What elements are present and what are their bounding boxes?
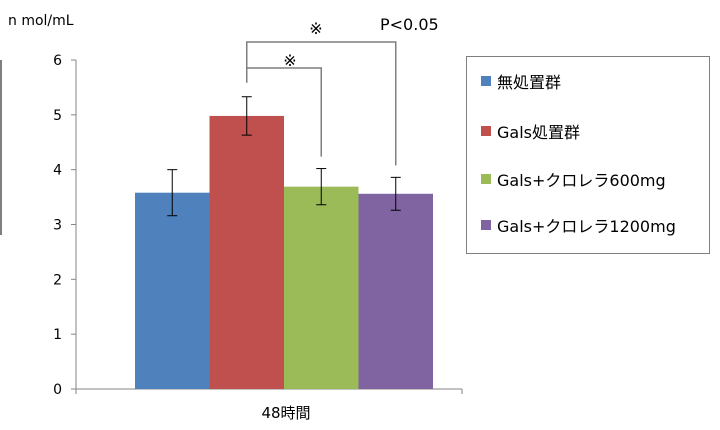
y-unit-label: n mol/mL <box>8 13 74 29</box>
bracket-outer <box>246 41 397 166</box>
legend-swatch <box>481 126 491 136</box>
y-tick-label: 3 <box>53 218 62 234</box>
y-tick-label: 4 <box>53 163 62 179</box>
chart-error-bars <box>167 96 401 217</box>
legend-item-untreated: 無処置群 <box>481 71 562 92</box>
bar <box>284 186 359 389</box>
legend-label: Gals+クロレラ1200mg <box>497 217 676 236</box>
y-tick-label: 1 <box>53 327 62 343</box>
legend-swatch <box>481 220 491 230</box>
y-tick-label: 0 <box>53 382 62 398</box>
legend-label: Gals+クロレラ600mg <box>497 171 666 190</box>
legend-label: 無処置群 <box>497 73 562 92</box>
legend-label: Gals処置群 <box>497 123 580 142</box>
left-border-fragment <box>0 60 2 235</box>
p-value-label: P<0.05 <box>380 15 439 34</box>
bar <box>135 192 210 389</box>
chart-legend: 無処置群 Gals処置群 Gals+クロレラ600mg Gals+クロレラ120… <box>466 56 710 254</box>
legend-item-chlorella-600: Gals+クロレラ600mg <box>481 169 666 190</box>
significance-mark-inner: ※ <box>283 51 296 70</box>
legend-item-gals: Gals処置群 <box>481 121 580 142</box>
legend-swatch <box>481 174 491 184</box>
y-tick-label: 5 <box>53 108 62 124</box>
significance-brackets <box>246 41 397 166</box>
y-tick-label: 6 <box>53 53 62 69</box>
x-category-label: 48時間 <box>261 404 310 422</box>
y-tick-label: 2 <box>53 272 62 288</box>
legend-swatch <box>481 76 491 86</box>
bar <box>358 193 433 389</box>
bracket-inner <box>246 67 322 157</box>
legend-item-chlorella-1200: Gals+クロレラ1200mg <box>481 215 676 236</box>
chart-bars <box>135 115 433 390</box>
significance-mark-outer: ※ <box>309 19 322 38</box>
bar <box>209 115 284 390</box>
